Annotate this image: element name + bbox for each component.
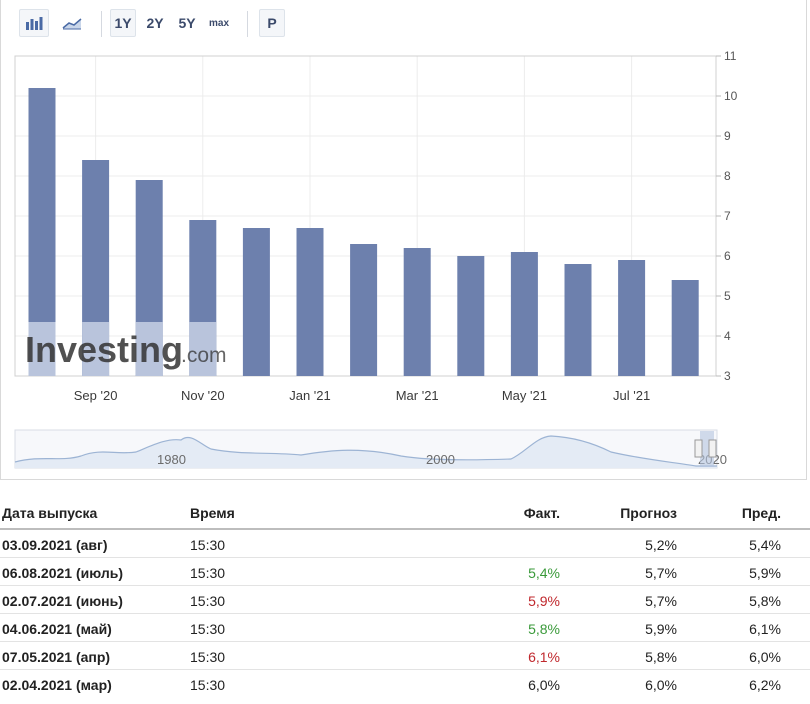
- table-row: 04.06.2021 (май) 15:30 5,8% 5,9% 6,1%: [0, 614, 810, 642]
- bar-watermark-overlay: [82, 322, 110, 376]
- cell-previous: 6,2%: [749, 677, 781, 693]
- y-tick-label: 3: [724, 369, 731, 383]
- area-chart-icon[interactable]: [57, 9, 87, 37]
- cell-date: 07.05.2021 (апр): [2, 649, 111, 665]
- range-1y-button[interactable]: 1Y: [110, 9, 136, 37]
- navigator: 1980 2000 2020: [14, 429, 727, 469]
- cell-previous: 5,8%: [749, 593, 781, 609]
- table-row: 02.04.2021 (мар) 15:30 6,0% 6,0% 6,2%: [0, 670, 810, 697]
- navigator-handle-left[interactable]: [694, 439, 703, 458]
- header-time[interactable]: Время: [190, 505, 235, 521]
- cell-date: 02.04.2021 (мар): [2, 677, 112, 693]
- y-tick-label: 5: [724, 289, 731, 303]
- watermark-suffix: .com: [181, 344, 227, 367]
- range-5y-button[interactable]: 5Y: [178, 15, 196, 31]
- y-tick-label: 6: [724, 249, 731, 263]
- cell-forecast: 5,7%: [645, 593, 677, 609]
- cell-date: 06.08.2021 (июль): [2, 565, 123, 581]
- cell-time: 15:30: [190, 677, 226, 693]
- bar-watermark-overlay: [189, 322, 217, 376]
- cell-actual: 5,9%: [528, 593, 560, 609]
- table-row: 03.09.2021 (авг) 15:30 5,2% 5,4%: [0, 530, 810, 558]
- x-tick-label: Jan '21: [289, 388, 331, 403]
- x-tick-label: Jul '21: [613, 388, 650, 403]
- x-axis-ticks: Sep '20 Nov '20 Jan '21 Mar '21 May '21 Jul '…: [74, 388, 650, 403]
- cell-actual: 6,0%: [528, 677, 560, 693]
- table-header-row: Дата выпуска Время Факт. Прогноз Пред.: [0, 498, 810, 530]
- bar[interactable]: [457, 256, 485, 376]
- cell-actual: 5,8%: [528, 621, 560, 637]
- y-axis-ticks: 3 4 5 6 7 8 9 10 11: [716, 49, 738, 383]
- navigator-label-2000: 2000: [426, 452, 455, 467]
- bar-chart-icon[interactable]: [19, 9, 49, 37]
- table-row: 02.07.2021 (июнь) 15:30 5,9% 5,7% 5,8%: [0, 586, 810, 614]
- navigator-handle-right[interactable]: [708, 439, 717, 458]
- x-tick-label: Sep '20: [74, 388, 118, 403]
- cell-time: 15:30: [190, 537, 226, 553]
- range-max-button[interactable]: max: [208, 17, 229, 29]
- bar[interactable]: [564, 264, 592, 376]
- bar-watermark-overlay: [135, 322, 163, 376]
- bar[interactable]: [350, 244, 378, 376]
- cell-forecast: 5,9%: [645, 621, 677, 637]
- cell-date: 04.06.2021 (май): [2, 621, 112, 637]
- investing-watermark: Investing .com: [25, 329, 227, 370]
- cell-previous: 6,1%: [749, 621, 781, 637]
- cell-time: 15:30: [190, 621, 226, 637]
- cell-forecast: 6,0%: [645, 677, 677, 693]
- toolbar-divider: [101, 11, 102, 37]
- y-tick-label: 9: [724, 129, 731, 143]
- range-2y-button[interactable]: 2Y: [146, 15, 164, 31]
- y-tick-label: 4: [724, 329, 731, 343]
- bar[interactable]: [296, 228, 324, 376]
- chart-bars: [28, 88, 699, 376]
- cell-time: 15:30: [190, 593, 226, 609]
- cell-date: 03.09.2021 (авг): [2, 537, 108, 553]
- cell-forecast: 5,8%: [645, 649, 677, 665]
- x-tick-label: Nov '20: [181, 388, 225, 403]
- cell-forecast: 5,7%: [645, 565, 677, 581]
- cell-previous: 5,4%: [749, 537, 781, 553]
- bar-chart-icon-glyph: [26, 17, 43, 30]
- cell-time: 15:30: [190, 649, 226, 665]
- cell-actual: 6,1%: [528, 649, 560, 665]
- bar[interactable]: [671, 280, 699, 376]
- table-row: 07.05.2021 (апр) 15:30 6,1% 5,8% 6,0%: [0, 642, 810, 670]
- navigator-line: [14, 435, 717, 467]
- cell-forecast: 5,2%: [645, 537, 677, 553]
- table-row: 06.08.2021 (июль) 15:30 5,4% 5,7% 5,9%: [0, 558, 810, 586]
- header-previous[interactable]: Пред.: [741, 505, 781, 521]
- cell-date: 02.07.2021 (июнь): [2, 593, 123, 609]
- bar[interactable]: [403, 248, 431, 376]
- chart-panel: 1Y 2Y 5Y max P Investing .com 3 4 5 6 7 8 9 10 1…: [0, 0, 807, 480]
- toolbar-divider: [247, 11, 248, 37]
- bar[interactable]: [510, 252, 538, 376]
- bar[interactable]: [618, 260, 646, 376]
- y-tick-label: 7: [724, 209, 731, 223]
- y-tick-label: 8: [724, 169, 731, 183]
- watermark-text: Investing: [25, 329, 183, 370]
- y-tick-label: 10: [724, 89, 738, 103]
- bar-watermark-overlay: [28, 322, 56, 376]
- bar[interactable]: [242, 228, 270, 376]
- area-chart-icon-glyph: [62, 18, 82, 30]
- p-button[interactable]: P: [259, 9, 285, 37]
- cell-previous: 6,0%: [749, 649, 781, 665]
- release-table: Дата выпуска Время Факт. Прогноз Пред. 0…: [0, 498, 810, 697]
- bar-chart: Investing .com 3 4 5 6 7 8 9 10 11 Sep '20 Nov '2…: [14, 49, 738, 469]
- header-forecast[interactable]: Прогноз: [620, 505, 677, 521]
- navigator-label-1980: 1980: [157, 452, 186, 467]
- cell-time: 15:30: [190, 565, 226, 581]
- y-tick-label: 11: [724, 49, 737, 63]
- header-date[interactable]: Дата выпуска: [2, 505, 98, 521]
- cell-previous: 5,9%: [749, 565, 781, 581]
- cell-actual: 5,4%: [528, 565, 560, 581]
- header-actual[interactable]: Факт.: [523, 505, 560, 521]
- navigator-area: [15, 436, 717, 468]
- x-tick-label: Mar '21: [396, 388, 439, 403]
- x-tick-label: May '21: [502, 388, 547, 403]
